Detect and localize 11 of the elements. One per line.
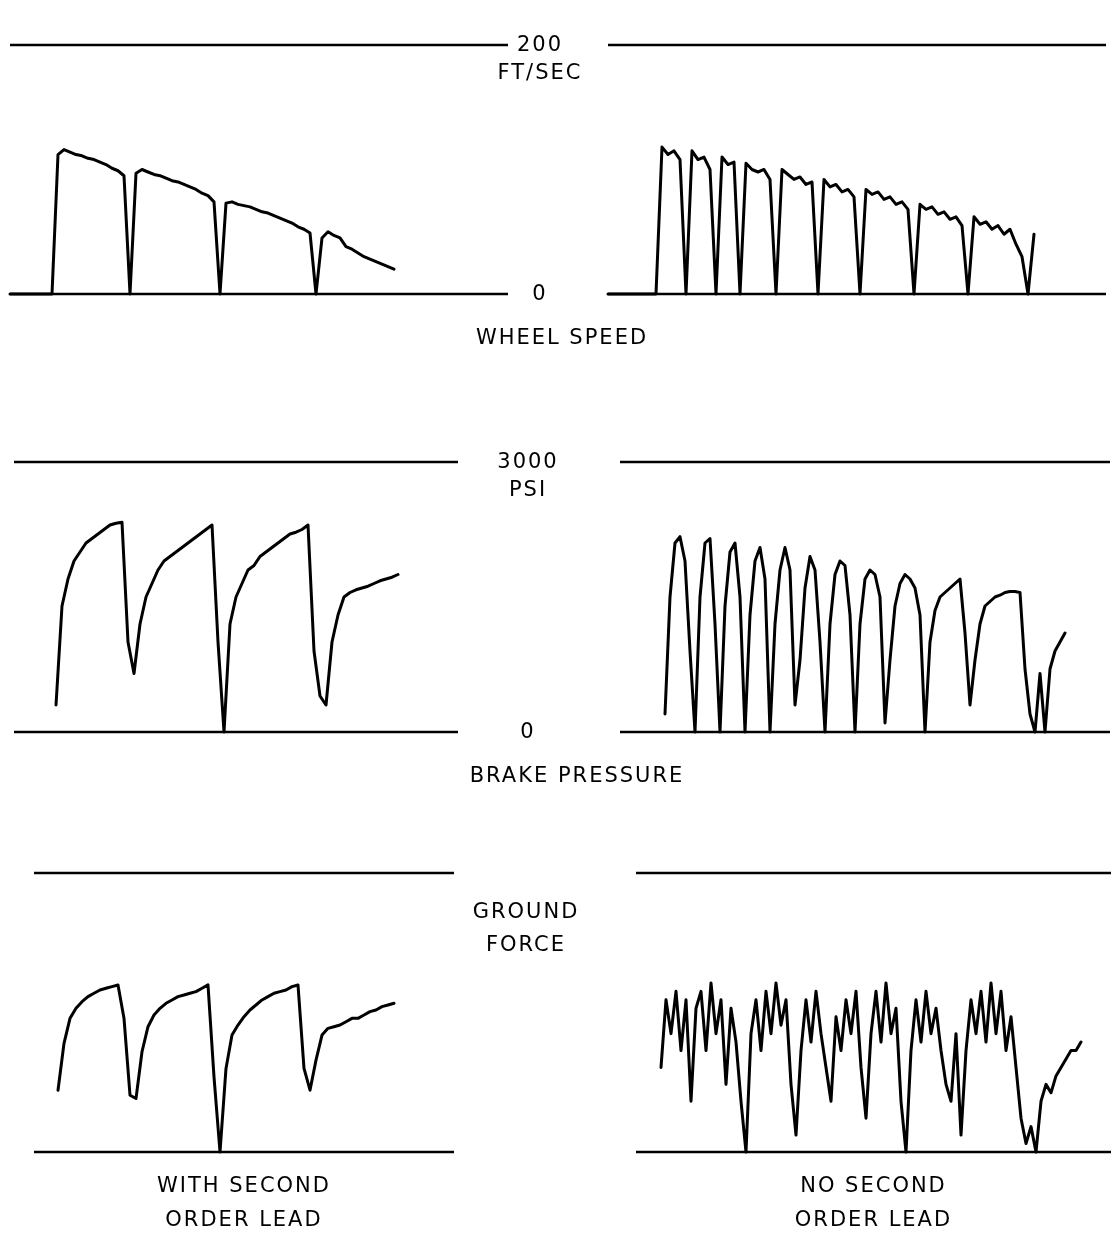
y-axis-title: PSI [508,477,548,501]
text: WHEEL SPEED [475,325,649,349]
x-axis-title: NO SECOND ORDER LEAD [794,1173,953,1231]
x-axis-title: WITH SECOND ORDER LEAD [157,1173,331,1231]
y-axis-title: FT/SEC [497,60,583,84]
y-axis-title: GROUND FORCE [472,899,580,956]
text: BRAKE PRESSURE [469,763,685,787]
y-tick-label: 3000 [497,449,559,473]
y-tick-label: 0 [532,281,548,305]
y-tick-label: 200 [516,32,564,56]
y-tick-label: 0 [520,719,536,743]
